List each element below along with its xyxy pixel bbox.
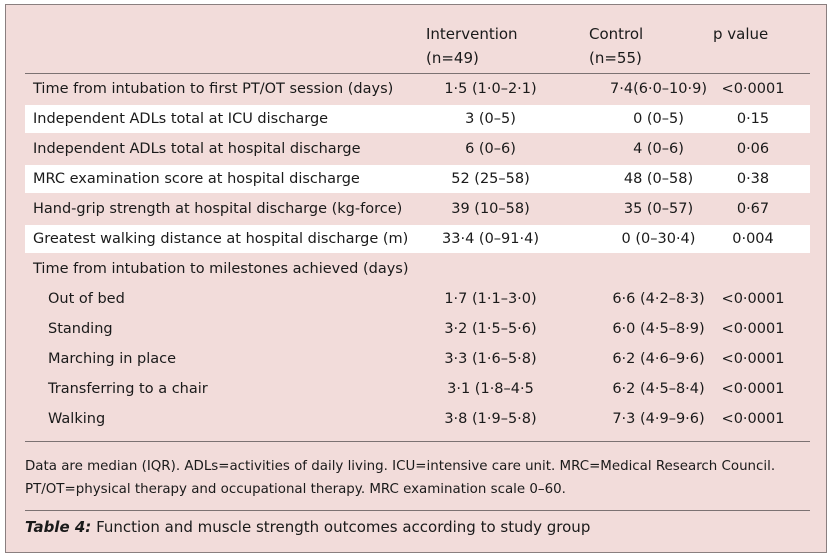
- row-label: Transferring to a chair: [48, 381, 208, 397]
- intervention-cell: 3 (0–5): [465, 111, 516, 127]
- p-value-cell: 0·004: [732, 231, 774, 247]
- table-row: Time from intubation to first PT/OT sess…: [25, 75, 810, 103]
- header-control-title: Control: [589, 25, 644, 43]
- body-rule: [25, 441, 810, 442]
- intervention-cell: 33·4 (0–91·4): [442, 231, 539, 247]
- control-cell: 35 (0–57): [623, 201, 694, 217]
- control-cell: 6·6 (4·2–8·3): [612, 291, 705, 307]
- header-control-n: (n=55): [589, 49, 642, 67]
- row-label: Time from intubation to first PT/OT sess…: [33, 81, 394, 97]
- p-value-cell: <0·0001: [721, 81, 785, 97]
- intervention-cell: 1·7 (1·1–3·0): [444, 291, 537, 307]
- table-panel: Intervention (n=49) Control (n=55) p val…: [5, 4, 827, 553]
- p-value-cell: 0·15: [736, 111, 770, 127]
- p-value-cell: <0·0001: [721, 291, 785, 307]
- p-value-cell: <0·0001: [721, 351, 785, 367]
- p-value-cell: 0·06: [736, 141, 770, 157]
- footnote-line: Data are median (IQR). ADLs=activities o…: [25, 459, 776, 474]
- table-row: Out of bed 1·7 (1·1–3·0) 6·6 (4·2–8·3) <…: [25, 285, 810, 313]
- table-footnote: Data are median (IQR). ADLs=activities o…: [25, 455, 815, 501]
- row-label: Walking: [48, 411, 106, 427]
- intervention-cell: 3·3 (1·6–5·8): [444, 351, 537, 367]
- p-value-cell: <0·0001: [721, 411, 785, 427]
- p-value-cell: <0·0001: [721, 321, 785, 337]
- control-cell: 6·2 (4·5–8·4): [612, 381, 705, 397]
- row-label: Hand-grip strength at hospital discharge…: [33, 201, 403, 217]
- control-cell: 0 (0–30·4): [621, 231, 696, 247]
- caption-text: Function and muscle strength outcomes ac…: [91, 518, 591, 536]
- table-row: Standing 3·2 (1·5–5·6) 6·0 (4·5–8·9) <0·…: [25, 315, 810, 343]
- control-cell: 6·2 (4·6–9·6): [612, 351, 705, 367]
- table-caption: Table 4: Function and muscle strength ou…: [25, 515, 590, 539]
- control-cell: 4 (0–6): [633, 141, 684, 157]
- table-row: Marching in place 3·3 (1·6–5·8) 6·2 (4·6…: [25, 345, 810, 373]
- row-label: Time from intubation to milestones achie…: [33, 261, 409, 277]
- row-label: Greatest walking distance at hospital di…: [33, 231, 409, 247]
- control-cell: 7·4(6·0–10·9): [610, 81, 707, 97]
- row-label: Independent ADLs total at ICU discharge: [33, 111, 329, 127]
- intervention-cell: 6 (0–6): [465, 141, 516, 157]
- table-row: Hand-grip strength at hospital discharge…: [25, 195, 810, 223]
- table-row: Greatest walking distance at hospital di…: [25, 225, 810, 253]
- p-value-cell: 0·67: [736, 201, 770, 217]
- intervention-cell: 3·8 (1·9–5·8): [444, 411, 537, 427]
- footnote-line: PT/OT=physical therapy and occupational …: [25, 482, 566, 497]
- row-label: Standing: [48, 321, 113, 337]
- row-label: MRC examination score at hospital discha…: [33, 171, 360, 187]
- row-label: Marching in place: [48, 351, 177, 367]
- intervention-cell: 52 (25–58): [451, 171, 530, 187]
- table-row: Transferring to a chair 3·1 (1·8–4·5 6·2…: [25, 375, 810, 403]
- table-row-section-heading: Time from intubation to milestones achie…: [25, 255, 810, 283]
- header-rule: [25, 73, 810, 74]
- intervention-cell: 3·1 (1·8–4·5: [447, 381, 534, 397]
- table-row: Independent ADLs total at ICU discharge …: [25, 105, 810, 133]
- row-label: Out of bed: [48, 291, 125, 307]
- table-row: Independent ADLs total at hospital disch…: [25, 135, 810, 163]
- p-value-cell: 0·38: [736, 171, 770, 187]
- intervention-cell: 1·5 (1·0–2·1): [444, 81, 537, 97]
- control-cell: 7·3 (4·9–9·6): [612, 411, 705, 427]
- table-row: MRC examination score at hospital discha…: [25, 165, 810, 193]
- header-intervention-n: (n=49): [426, 49, 479, 67]
- intervention-cell: 39 (10–58): [451, 201, 530, 217]
- caption-rule: [25, 510, 810, 511]
- header-control: Control (n=55): [589, 22, 643, 70]
- header-intervention: Intervention (n=49): [426, 22, 518, 70]
- control-cell: 48 (0–58): [623, 171, 694, 187]
- caption-label: Table 4:: [25, 518, 92, 536]
- control-cell: 6·0 (4·5–8·9): [612, 321, 705, 337]
- header-intervention-title: Intervention: [426, 25, 518, 43]
- control-cell: 0 (0–5): [633, 111, 684, 127]
- row-label: Independent ADLs total at hospital disch…: [33, 141, 361, 157]
- header-p-value: p value: [713, 25, 769, 43]
- intervention-cell: 3·2 (1·5–5·6): [444, 321, 537, 337]
- p-value-cell: <0·0001: [721, 381, 785, 397]
- table-row: Walking 3·8 (1·9–5·8) 7·3 (4·9–9·6) <0·0…: [25, 405, 810, 433]
